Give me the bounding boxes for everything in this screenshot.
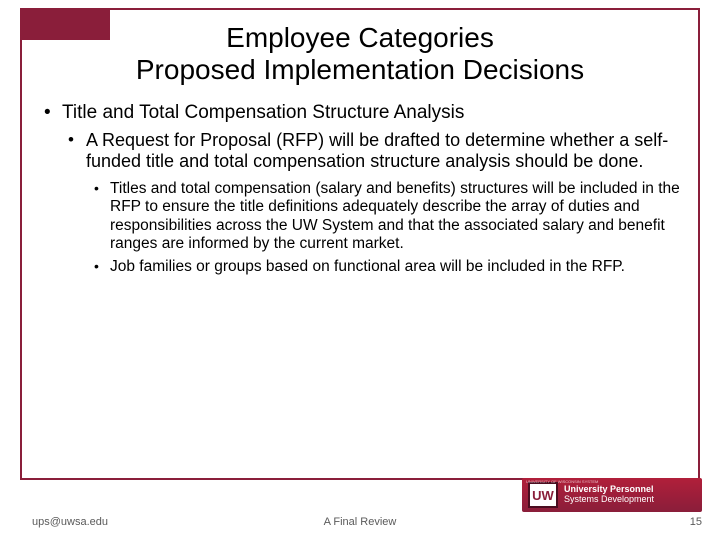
list-item: Titles and total compensation (salary an…: [90, 180, 680, 254]
uw-badge-icon: UW: [528, 482, 558, 508]
page-title: Employee Categories Proposed Implementat…: [22, 10, 698, 94]
list-item: A Request for Proposal (RFP) will be dra…: [62, 130, 680, 276]
lvl3-text-1: Job families or groups based on function…: [110, 258, 625, 275]
lvl2-text: A Request for Proposal (RFP) will be dra…: [86, 130, 668, 171]
logo-text: University Personnel Systems Development: [564, 485, 654, 505]
footer-center: A Final Review: [0, 516, 720, 528]
title-line-2: Proposed Implementation Decisions: [136, 54, 584, 85]
slide-frame: Employee Categories Proposed Implementat…: [20, 8, 700, 480]
footer-logo: UNIVERSITY OF WISCONSIN SYSTEM UW Univer…: [522, 478, 702, 512]
slide-content: Title and Total Compensation Structure A…: [22, 94, 698, 276]
logo-badge-text: UW: [532, 488, 554, 503]
lvl1-text: Title and Total Compensation Structure A…: [62, 102, 464, 123]
bullet-list-lvl1: Title and Total Compensation Structure A…: [40, 102, 680, 276]
list-item: Title and Total Compensation Structure A…: [40, 102, 680, 276]
accent-box: [22, 10, 110, 40]
list-item: Job families or groups based on function…: [90, 258, 680, 277]
footer: UNIVERSITY OF WISCONSIN SYSTEM UW Univer…: [0, 494, 720, 534]
logo-tiny-text: UNIVERSITY OF WISCONSIN SYSTEM: [526, 479, 598, 484]
lvl3-text-0: Titles and total compensation (salary an…: [110, 180, 680, 253]
bullet-list-lvl2: A Request for Proposal (RFP) will be dra…: [62, 130, 680, 276]
logo-line-2: Systems Development: [564, 495, 654, 505]
footer-page-number: 15: [690, 516, 702, 528]
bullet-list-lvl3: Titles and total compensation (salary an…: [86, 180, 680, 277]
title-line-1: Employee Categories: [226, 22, 494, 53]
